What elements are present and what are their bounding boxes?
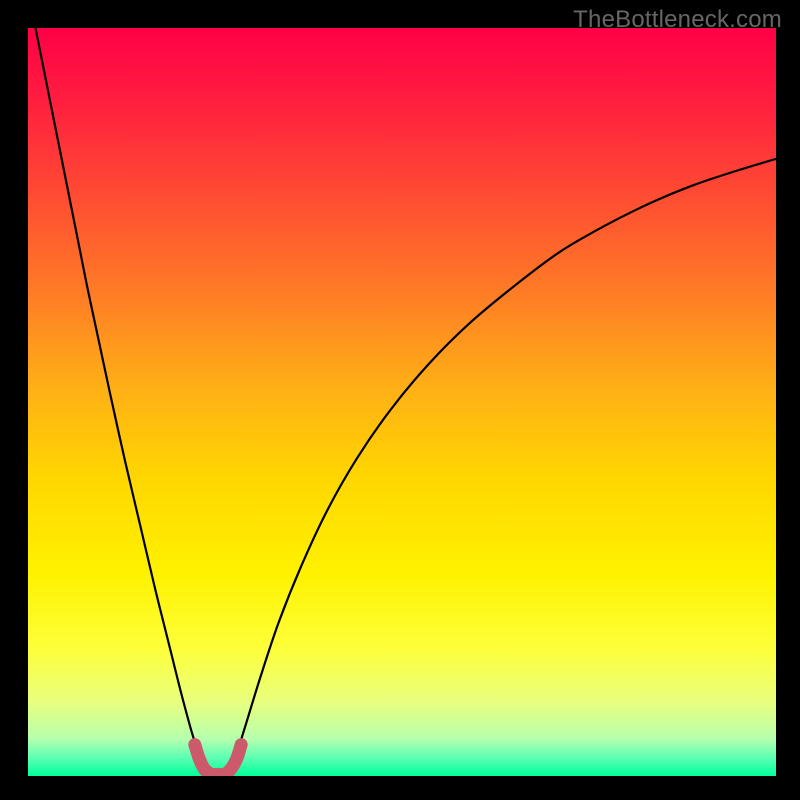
- chart-canvas: TheBottleneck.com: [0, 0, 800, 800]
- watermark-text: TheBottleneck.com: [573, 6, 782, 34]
- plot-frame: [28, 28, 776, 776]
